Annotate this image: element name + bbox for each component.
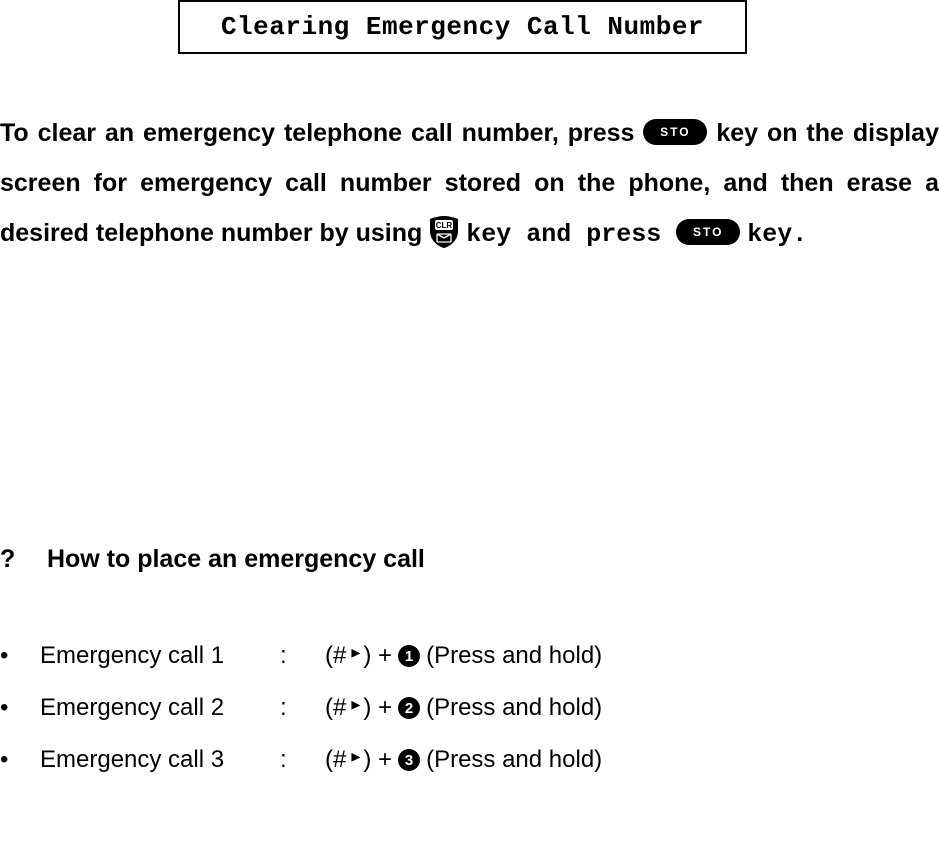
body-part1: To clear an emergency telephone call num… — [0, 119, 643, 147]
sto-key-icon-2: STO — [676, 219, 740, 245]
close-plus: ) + — [363, 642, 392, 670]
body-part3: key and press — [466, 220, 676, 249]
hash-open: (# — [325, 694, 346, 722]
sto-key-icon: STO — [643, 119, 707, 145]
howto-title: How to place an emergency call — [47, 545, 425, 573]
call-label: Emergency call 2 — [40, 694, 280, 722]
clr-key-label: CLR — [436, 221, 453, 230]
press-hold: (Press and hold) — [426, 642, 602, 670]
circled-number-icon: 3 — [398, 749, 420, 771]
colon: : — [280, 746, 325, 774]
sto-key-label: STO — [660, 107, 690, 157]
close-plus: ) + — [363, 746, 392, 774]
page-title: Clearing Emergency Call Number — [221, 12, 704, 42]
bullet-icon: • — [0, 746, 40, 774]
howto-heading: ? How to place an emergency call — [0, 545, 425, 574]
list-item: • Emergency call 1 : (# ▸ ) + 1 (Press a… — [0, 630, 939, 682]
call-label: Emergency call 1 — [40, 642, 280, 670]
hash-open: (# — [325, 642, 346, 670]
key-combo: (# ▸ ) + 3 (Press and hold) — [325, 746, 602, 774]
call-label: Emergency call 3 — [40, 746, 280, 774]
arrow-right-icon: ▸ — [351, 642, 360, 663]
key-combo: (# ▸ ) + 1 (Press and hold) — [325, 642, 602, 670]
bullet-icon: • — [0, 642, 40, 670]
list-item: • Emergency call 3 : (# ▸ ) + 3 (Press a… — [0, 734, 939, 786]
question-mark: ? — [0, 545, 40, 574]
circled-number-icon: 2 — [398, 697, 420, 719]
hash-open: (# — [325, 746, 346, 774]
colon: : — [280, 694, 325, 722]
colon: : — [280, 642, 325, 670]
arrow-right-icon: ▸ — [351, 694, 360, 715]
close-plus: ) + — [363, 694, 392, 722]
arrow-right-icon: ▸ — [351, 746, 360, 767]
press-hold: (Press and hold) — [426, 694, 602, 722]
press-hold: (Press and hold) — [426, 746, 602, 774]
sto-key-label-2: STO — [693, 207, 723, 257]
instruction-paragraph: To clear an emergency telephone call num… — [0, 108, 939, 260]
emergency-call-list: • Emergency call 1 : (# ▸ ) + 1 (Press a… — [0, 630, 939, 786]
page: Clearing Emergency Call Number To clear … — [0, 0, 939, 842]
bullet-icon: • — [0, 694, 40, 722]
clr-key-icon: CLR — [429, 216, 459, 248]
circled-number-icon: 1 — [398, 645, 420, 667]
title-box: Clearing Emergency Call Number — [178, 0, 747, 54]
body-part4: key. — [747, 220, 807, 249]
list-item: • Emergency call 2 : (# ▸ ) + 2 (Press a… — [0, 682, 939, 734]
key-combo: (# ▸ ) + 2 (Press and hold) — [325, 694, 602, 722]
